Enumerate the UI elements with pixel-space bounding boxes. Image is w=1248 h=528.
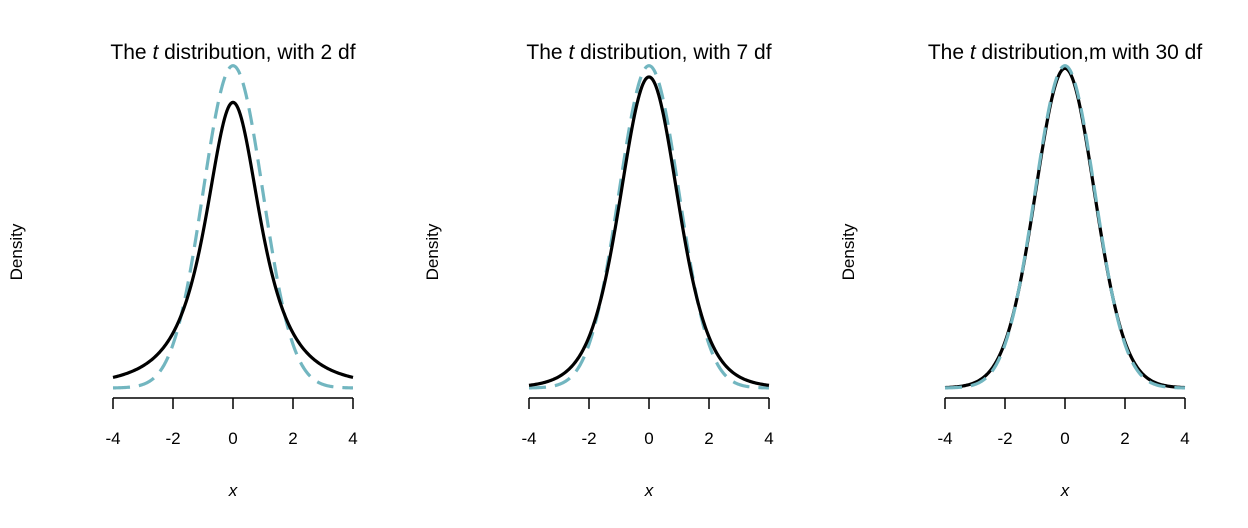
x-tick-label: 4	[764, 429, 773, 448]
title-variable: t	[152, 41, 159, 64]
y-axis-label: Density	[423, 223, 442, 280]
t-density-curve	[944, 66, 1186, 390]
x-tick-label: 0	[228, 429, 237, 448]
title-suffix: distribution,m with 30 df	[976, 41, 1203, 64]
x-tick-label: -4	[937, 429, 952, 448]
title-suffix: distribution, with 2 df	[158, 41, 355, 64]
normal-density-curve	[112, 64, 354, 390]
panel-2: The t distribution, with 7 df Density x -4 -…	[423, 41, 774, 500]
x-tick-label: 0	[1060, 429, 1069, 448]
x-tick-label: -4	[521, 429, 536, 448]
panel-title: The t distribution, with 7 df	[526, 41, 771, 64]
normal-density-curve	[528, 64, 770, 390]
x-tick-label: 4	[348, 429, 357, 448]
x-tick-label: 0	[644, 429, 653, 448]
title-variable: t	[568, 41, 575, 64]
panel-3: The t distribution,m with 30 df Density x -…	[839, 41, 1202, 500]
x-tick-label: 4	[1180, 429, 1189, 448]
y-axis-label: Density	[7, 223, 26, 280]
title-prefix: The	[526, 41, 568, 64]
t-density-curve	[112, 100, 354, 379]
x-tick-label: 2	[704, 429, 713, 448]
x-axis-label: x	[644, 481, 654, 500]
x-tick-label: -2	[165, 429, 180, 448]
title-prefix: The	[928, 41, 970, 64]
panel-1: The t distribution, with 2 df Density x -4 -…	[7, 41, 358, 500]
x-tick-label: 2	[1120, 429, 1129, 448]
x-axis-label: x	[1060, 481, 1070, 500]
x-tick-label: -2	[581, 429, 596, 448]
t-density-curve	[528, 75, 770, 387]
title-variable: t	[970, 41, 977, 64]
x-axis-label: x	[228, 481, 238, 500]
title-suffix: distribution, with 7 df	[574, 41, 771, 64]
title-prefix: The	[110, 41, 152, 64]
x-tick-label: -4	[105, 429, 120, 448]
panel-title: The t distribution,m with 30 df	[928, 41, 1202, 64]
panel-title: The t distribution, with 2 df	[110, 41, 355, 64]
normal-density-curve	[944, 64, 1186, 390]
y-axis-label: Density	[839, 223, 858, 280]
x-tick-label: 2	[288, 429, 297, 448]
x-tick-label: -2	[997, 429, 1012, 448]
